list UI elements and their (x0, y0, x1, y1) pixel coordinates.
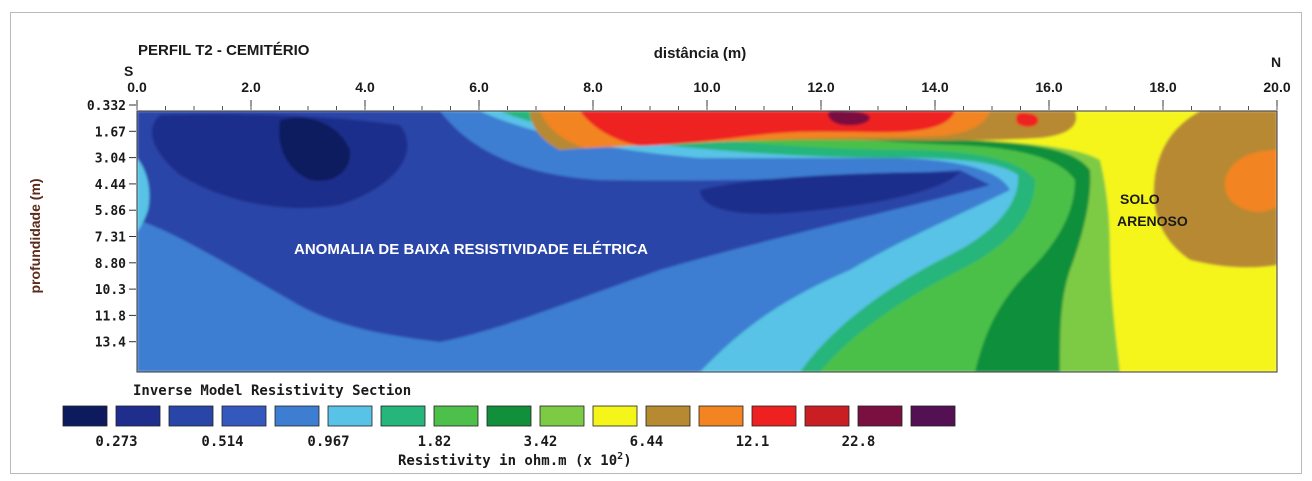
region-dark-lens (700, 172, 960, 214)
region-dark-red (828, 111, 870, 126)
legend-swatch (751, 405, 797, 427)
legend-swatch (910, 405, 956, 427)
legend-swatch (221, 405, 267, 427)
legend-swatches (62, 405, 956, 427)
region-yellow (620, 111, 1277, 372)
x-tick-label: 10.0 (693, 79, 720, 95)
legend-label: 1.82 (418, 434, 452, 450)
legend-swatch (115, 405, 161, 427)
region-red-spot (1015, 112, 1039, 127)
x-tick-label: 20.0 (1263, 79, 1290, 95)
legend-label: 0.514 (201, 434, 243, 450)
legend-swatch (168, 405, 214, 427)
x-tick-label: 2.0 (241, 79, 261, 95)
legend-swatch (857, 405, 903, 427)
x-tick-label: 6.0 (469, 79, 489, 95)
x-tick-label: 14.0 (921, 79, 948, 95)
legend-unit-exponent: 2 (617, 451, 623, 462)
y-tick-label: 11.8 (95, 309, 126, 324)
legend-swatch (486, 405, 532, 427)
region-left-edge (137, 158, 150, 232)
resistivity-section (137, 111, 1277, 372)
legend-title: Inverse Model Resistivity Section (133, 383, 411, 399)
legend-swatch (433, 405, 479, 427)
legend-label: 3.42 (524, 434, 558, 450)
legend-labels: 0.273 0.514 0.967 1.82 3.42 6.44 12.1 22.8 (95, 434, 875, 450)
y-tick-label: 13.4 (95, 336, 126, 351)
legend-label: 0.967 (307, 434, 349, 450)
chart-title: PERFIL T2 - CEMITÉRIO (138, 42, 310, 59)
x-tick-label: 4.0 (355, 79, 375, 95)
legend-swatch (645, 405, 691, 427)
region-orange-right (1224, 150, 1277, 212)
y-axis-label: profundidade (m) (27, 178, 43, 293)
y-tick-label: 1.67 (95, 125, 126, 140)
plot-border (136, 110, 1278, 373)
y-tick-labels: 0.332 1.67 3.04 4.44 5.86 7.31 8.80 10.3 11.8 13.… (87, 99, 136, 351)
y-tick-label: 3.04 (95, 152, 126, 167)
legend-swatch (274, 405, 320, 427)
x-tick-label: 8.0 (583, 79, 603, 95)
legend-label: 6.44 (630, 434, 664, 450)
soil-annotation-line2: ARENOSO (1117, 213, 1188, 229)
legend-label: 22.8 (842, 434, 876, 450)
direction-south: S (124, 63, 133, 79)
legend-unit-close: ) (623, 453, 631, 469)
anomaly-annotation: ANOMALIA DE BAIXA RESISTIVIDADE ELÉTRICA (294, 241, 648, 258)
legend-label: 12.1 (736, 434, 770, 450)
legend-swatch (380, 405, 426, 427)
legend-unit-text: Resistivity in ohm.m (x 10 (398, 453, 617, 469)
y-tick-label: 5.86 (95, 204, 126, 219)
y-tick-label: 4.44 (95, 178, 126, 193)
y-tick-label: 7.31 (95, 231, 126, 246)
legend-swatch (539, 405, 585, 427)
soil-annotation-line1: SOLO (1120, 191, 1160, 207)
x-tick-labels: 0.0 2.0 4.0 6.0 8.0 10.0 12.0 14.0 16.0 18.0 20.0 (127, 79, 1291, 110)
region-dark-core (279, 117, 351, 181)
y-tick-label: 10.3 (95, 283, 126, 298)
legend-swatch (592, 405, 638, 427)
legend-swatch (804, 405, 850, 427)
x-tick-label: 16.0 (1035, 79, 1062, 95)
region-mid-blue (151, 113, 408, 209)
legend-swatch (698, 405, 744, 427)
legend-swatch (62, 405, 108, 427)
y-tick-label: 0.332 (87, 99, 126, 114)
direction-north: N (1271, 54, 1281, 70)
legend-swatch (327, 405, 373, 427)
y-tick-label: 8.80 (95, 257, 126, 272)
x-tick-label: 18.0 (1149, 79, 1176, 95)
x-axis-label: distância (m) (654, 45, 747, 62)
region-brown-right (1153, 111, 1277, 268)
legend-label: 0.273 (95, 434, 137, 450)
legend-unit: Resistivity in ohm.m (x 102) (398, 451, 632, 469)
x-tick-label: 12.0 (807, 79, 834, 95)
x-tick-label: 0.0 (127, 79, 147, 95)
